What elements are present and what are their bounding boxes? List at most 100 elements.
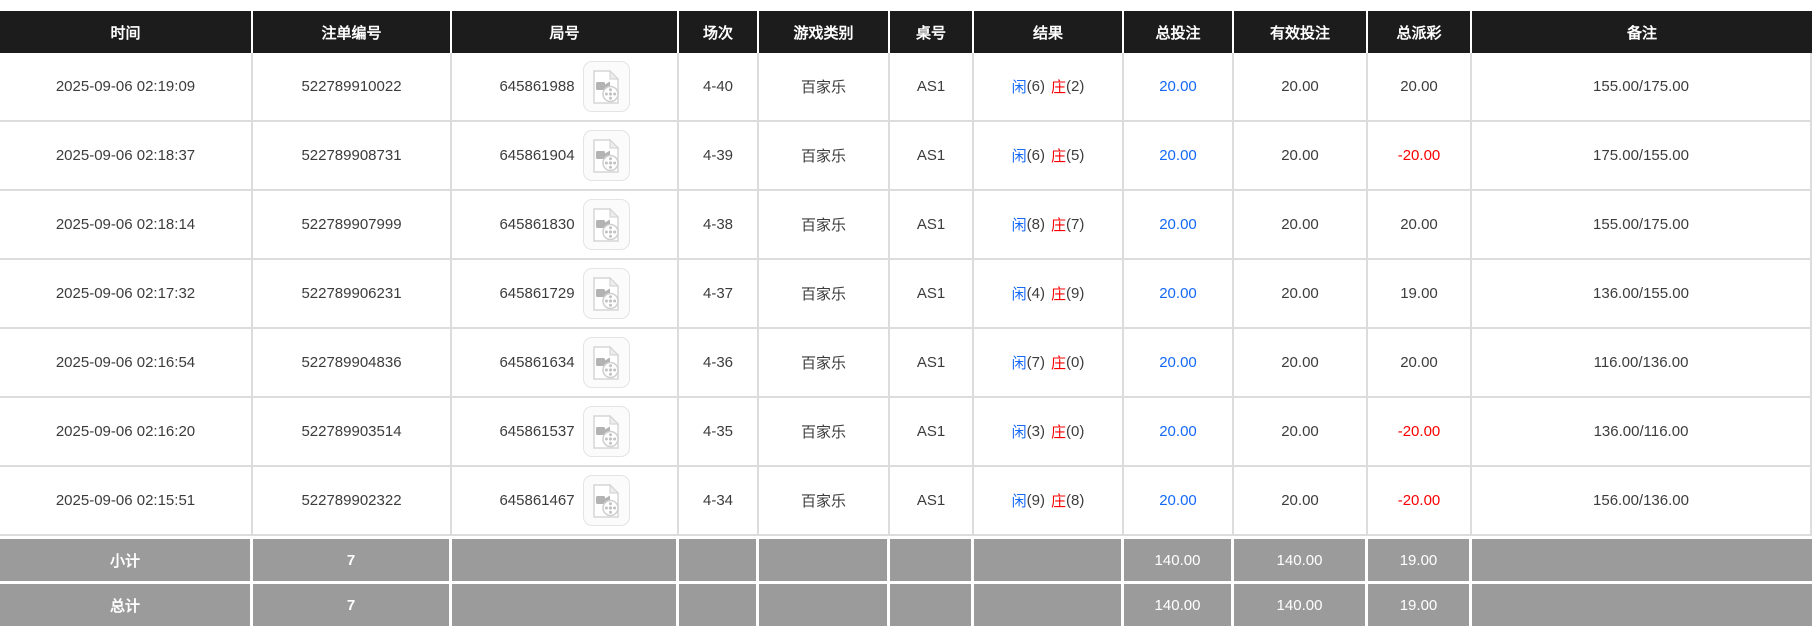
cell-session: 4-34 — [679, 467, 759, 534]
result-banker-value: (8) — [1066, 492, 1085, 509]
cell-time: 2025-09-06 02:17:32 — [0, 260, 253, 327]
table-row: 2025-09-06 02:18:37 522789908731 645861904… — [0, 122, 1812, 191]
video-icon[interactable] — [582, 61, 630, 112]
result-player-value: (8) — [1026, 216, 1045, 233]
video-icon[interactable] — [582, 475, 630, 526]
summary-count: 7 — [253, 539, 452, 581]
cell-result: 闲 (6) 庄 (2) — [974, 53, 1124, 120]
column-header-result: 结果 — [974, 11, 1124, 53]
result-banker-value: (7) — [1066, 216, 1085, 233]
summary-empty-round — [452, 584, 679, 626]
cell-result: 闲 (6) 庄 (5) — [974, 122, 1124, 189]
column-header-round: 局号 — [452, 11, 679, 53]
cell-game-type: 百家乐 — [759, 122, 890, 189]
cell-valid-bet: 20.00 — [1234, 122, 1368, 189]
video-icon[interactable] — [582, 268, 630, 319]
column-header-time: 时间 — [0, 11, 253, 53]
cell-total-bet: 20.00 — [1124, 398, 1234, 465]
cell-payout: 20.00 — [1368, 191, 1472, 258]
cell-remark: 175.00/155.00 — [1472, 122, 1812, 189]
video-icon[interactable] — [582, 406, 630, 457]
cell-bet-id: 522789908731 — [253, 122, 452, 189]
summary-label: 总计 — [0, 584, 253, 626]
result-player-label: 闲 — [1011, 493, 1027, 510]
cell-round: 645861830 — [452, 191, 679, 258]
cell-remark: 155.00/175.00 — [1472, 191, 1812, 258]
cell-table-no: AS1 — [890, 398, 974, 465]
cell-bet-id: 522789902322 — [253, 467, 452, 534]
summary-valid-bet: 140.00 — [1234, 584, 1368, 626]
column-header-bet_id: 注单编号 — [253, 11, 452, 53]
cell-total-bet: 20.00 — [1124, 260, 1234, 327]
cell-time: 2025-09-06 02:16:54 — [0, 329, 253, 396]
result-banker-value: (5) — [1066, 147, 1085, 164]
cell-remark: 155.00/175.00 — [1472, 53, 1812, 120]
cell-game-type: 百家乐 — [759, 53, 890, 120]
video-icon[interactable] — [582, 337, 630, 388]
result-player-label: 闲 — [1011, 79, 1027, 96]
summary-empty-round — [452, 539, 679, 581]
round-number: 645861729 — [499, 285, 575, 302]
table-row: 2025-09-06 02:18:14 522789907999 645861830… — [0, 191, 1812, 260]
summary-empty-result — [974, 584, 1124, 626]
cell-valid-bet: 20.00 — [1234, 467, 1368, 534]
result-banker-label: 庄 — [1051, 493, 1067, 510]
cell-game-type: 百家乐 — [759, 467, 890, 534]
summary-total-bet: 140.00 — [1124, 539, 1234, 581]
result-banker-value: (2) — [1066, 78, 1085, 95]
result-player-label: 闲 — [1011, 424, 1027, 441]
cell-game-type: 百家乐 — [759, 191, 890, 258]
column-header-total_bet: 总投注 — [1124, 11, 1234, 53]
cell-payout: 20.00 — [1368, 329, 1472, 396]
cell-total-bet: 20.00 — [1124, 191, 1234, 258]
table-row: 2025-09-06 02:16:20 522789903514 645861537… — [0, 398, 1812, 467]
cell-session: 4-39 — [679, 122, 759, 189]
column-header-valid_bet: 有效投注 — [1234, 11, 1368, 53]
cell-bet-id: 522789903514 — [253, 398, 452, 465]
cell-result: 闲 (7) 庄 (0) — [974, 329, 1124, 396]
cell-valid-bet: 20.00 — [1234, 398, 1368, 465]
table-header-row: 时间 注单编号 局号 场次 游戏类别 桌号 结果 总投注 有效投注 总派彩 备注 — [0, 11, 1812, 53]
result-banker-value: (0) — [1066, 354, 1085, 371]
summary-empty-game-type — [759, 539, 890, 581]
cell-session: 4-35 — [679, 398, 759, 465]
summary-payout: 19.00 — [1368, 539, 1472, 581]
round-number: 645861537 — [499, 423, 575, 440]
cell-round: 645861729 — [452, 260, 679, 327]
video-icon[interactable] — [582, 199, 630, 250]
cell-session: 4-38 — [679, 191, 759, 258]
round-number: 645861634 — [499, 354, 575, 371]
cell-game-type: 百家乐 — [759, 398, 890, 465]
cell-session: 4-37 — [679, 260, 759, 327]
cell-table-no: AS1 — [890, 53, 974, 120]
cell-total-bet: 20.00 — [1124, 467, 1234, 534]
cell-time: 2025-09-06 02:18:37 — [0, 122, 253, 189]
summary-empty-table-no — [890, 539, 974, 581]
summary-payout: 19.00 — [1368, 584, 1472, 626]
bet-history-table: 时间 注单编号 局号 场次 游戏类别 桌号 结果 总投注 有效投注 总派彩 备注 2025-09-06… — [0, 11, 1812, 626]
cell-game-type: 百家乐 — [759, 260, 890, 327]
cell-round: 645861467 — [452, 467, 679, 534]
cell-bet-id: 522789910022 — [253, 53, 452, 120]
video-icon[interactable] — [582, 130, 630, 181]
column-header-game_type: 游戏类别 — [759, 11, 890, 53]
cell-session: 4-40 — [679, 53, 759, 120]
summary-empty-remark — [1472, 539, 1812, 581]
table-row: 2025-09-06 02:19:09 522789910022 645861988… — [0, 53, 1812, 122]
cell-bet-id: 522789906231 — [253, 260, 452, 327]
result-banker-value: (9) — [1066, 285, 1085, 302]
cell-time: 2025-09-06 02:16:20 — [0, 398, 253, 465]
result-player-label: 闲 — [1011, 355, 1027, 372]
cell-valid-bet: 20.00 — [1234, 191, 1368, 258]
result-banker-label: 庄 — [1051, 79, 1067, 96]
cell-payout: -20.00 — [1368, 398, 1472, 465]
cell-table-no: AS1 — [890, 260, 974, 327]
table-row: 2025-09-06 02:15:51 522789902322 645861467… — [0, 467, 1812, 536]
summary-empty-session — [679, 539, 759, 581]
result-banker-label: 庄 — [1051, 286, 1067, 303]
cell-remark: 156.00/136.00 — [1472, 467, 1812, 534]
cell-round: 645861537 — [452, 398, 679, 465]
cell-round: 645861634 — [452, 329, 679, 396]
cell-total-bet: 20.00 — [1124, 122, 1234, 189]
summary-valid-bet: 140.00 — [1234, 539, 1368, 581]
